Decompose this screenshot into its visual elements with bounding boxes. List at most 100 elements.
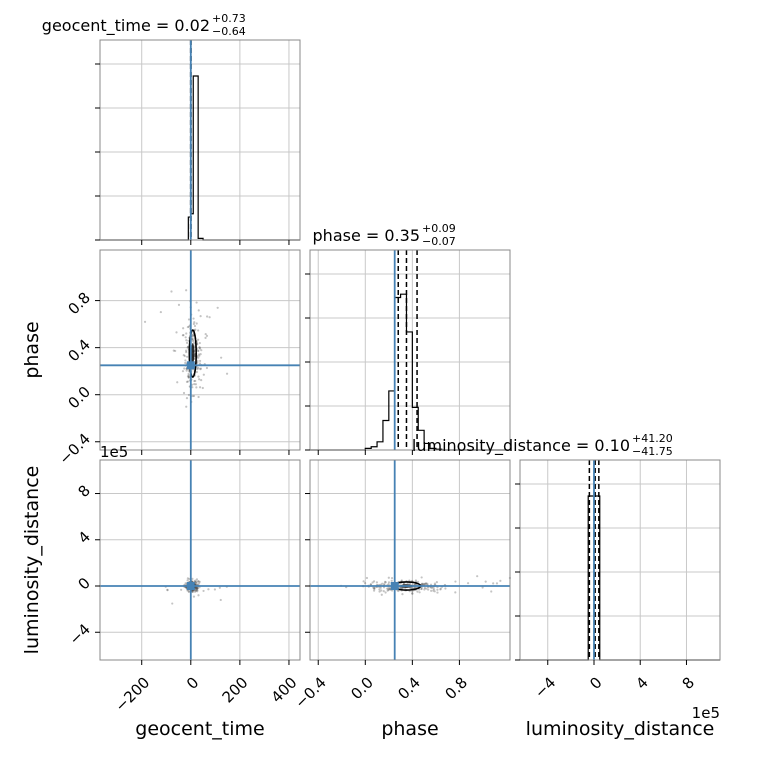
sample-point [185,339,188,342]
sample-point [365,576,369,580]
sample-point [378,590,381,593]
sample-point [186,589,189,592]
sample-point [186,325,189,329]
sample-point [194,581,197,584]
sample-point [411,592,414,595]
sample-point [204,332,207,336]
sample-point [194,328,197,331]
sample-point [172,349,175,352]
sample-point [192,394,196,398]
sample-point [195,582,198,585]
sample-point [182,391,186,395]
sample-point [383,582,386,585]
sample-point [184,359,187,362]
truth-marker [186,582,195,591]
sample-point [436,591,439,594]
sample-point [416,580,420,583]
sample-point [207,588,210,591]
sample-point [192,322,195,326]
sample-point [439,587,442,590]
sample-point [195,370,198,374]
sample-point [432,589,435,592]
sample-point [430,589,433,592]
sample-point [184,336,187,339]
sample-point [433,582,437,585]
title-sup: +0.09 [422,222,456,235]
y-axis-label-phase: phase [21,321,43,378]
sample-point [197,395,200,399]
x-offset-label: 1e5 [692,704,720,722]
sample-point [369,583,372,586]
y-tick-label: −0.4 [56,430,94,468]
x-tick-label: 0 [586,673,605,692]
sample-point [373,586,376,589]
sample-point [194,587,198,590]
panel-frame [309,459,511,661]
sample-point [202,373,205,376]
truth-marker [390,582,399,591]
sample-point [196,587,199,590]
sample-point [388,588,391,591]
sample-point [421,582,424,586]
sample-point [380,593,383,596]
panel-geocent_time-vs-phase: −0.4 0.0 0.4 0.8 [56,249,301,468]
sample-point [194,379,197,383]
sample-point [170,290,173,293]
sample-point [187,393,191,397]
sample-point [426,582,429,585]
sample-point [186,375,190,378]
sample-point [200,379,203,382]
sample-point [198,341,201,345]
sample-point [196,359,199,363]
y-tick-label: 4 [75,528,94,547]
y-tick-label: 8 [75,482,94,501]
sample-point [408,579,411,582]
sample-point [197,349,200,353]
sample-point [411,592,414,595]
sample-point [195,322,198,325]
x-axis-label-luminosity_distance: luminosity_distance [526,718,715,740]
histogram-geocent_time [100,75,300,241]
sample-point [362,580,365,583]
sample-point [399,587,403,590]
label-layer: geocent_time phase luminosity_distancephas… [21,321,720,740]
sample-point [195,589,198,592]
sample-point [423,588,426,591]
sample-point [466,582,470,585]
sample-point [188,577,191,581]
sample-point [185,405,188,408]
sample-point [195,586,198,590]
sample-point [199,367,202,370]
sample-point [187,372,190,376]
sample-point [206,315,209,318]
x-tick-label: −0.4 [291,673,329,711]
sample-point [186,346,189,349]
sample-point [425,582,428,585]
sample-point [183,367,186,370]
sample-point [436,588,439,591]
sample-point [195,580,198,583]
sample-point [198,362,202,365]
sample-point [476,575,479,578]
sample-point [197,580,200,583]
sample-point [191,590,194,593]
sample-point [420,587,423,590]
panel-frame [99,249,301,451]
sample-point [197,375,200,378]
title-luminosity_distance: luminosity_distance = 0.10 +41.20−41.75 [412,432,673,458]
x-tick-label: 4 [632,673,651,692]
y-tick-label: 0 [75,574,94,593]
sample-point [386,587,389,590]
sample-point [187,374,191,377]
sample-point [187,325,191,328]
sample-point [187,375,190,378]
sample-point [186,380,190,383]
sample-point [430,586,434,589]
x-axis-label-phase: phase [381,718,438,740]
sample-point [390,579,393,582]
sample-point [216,306,219,309]
panel-phase-hist [305,249,511,455]
panel-phase-vs-luminosity_distance: −0.4 0.0 0.4 0.8 [291,459,511,712]
title-sup: +0.73 [212,12,246,25]
sample-point [196,589,199,592]
